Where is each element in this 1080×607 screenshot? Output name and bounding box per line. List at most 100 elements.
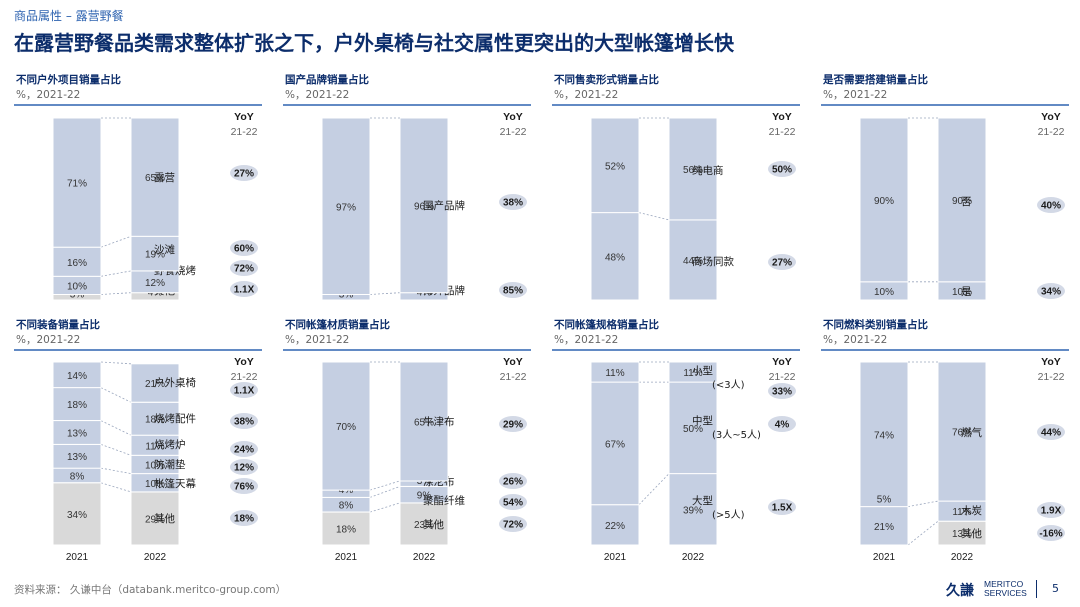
chart8-value-label: 74% — [874, 430, 894, 441]
chart1-value-label: 3% — [70, 290, 85, 301]
chart7-category-label: 小型 — [692, 364, 713, 377]
chart5-bar-2021-4 — [52, 387, 102, 422]
chart5-yoy-value: 1.1X — [234, 386, 255, 397]
chart4-bar-2021-1 — [859, 117, 909, 283]
chart2-value-label: 97% — [336, 202, 356, 213]
chart5-yoy-pill — [230, 413, 258, 429]
chart1-connector — [100, 235, 132, 248]
chart7-yoy-value: 33% — [772, 387, 792, 398]
chart4-yoy-value: 40% — [1041, 201, 1061, 212]
chart2-yoy-pill — [499, 282, 527, 298]
chart3-bar-2022-0 — [668, 219, 718, 301]
chart5-category-label: 烧烤炉 — [154, 438, 186, 451]
chart6-yoy-value: 72% — [503, 520, 523, 531]
chart7-bar-2022-0 — [668, 473, 718, 546]
chart6-value-label: 70% — [336, 422, 356, 433]
chart5-value-label: 14% — [67, 371, 87, 382]
chart8-value-label: 13% — [952, 529, 972, 540]
chart5-title: 不同装备销量占比 — [16, 318, 100, 331]
chart6-value-label: 18% — [336, 525, 356, 536]
chart5-bar-2022-4 — [130, 401, 180, 436]
chart7-category-sub: (<3人) — [712, 379, 745, 391]
chart7-yoy-value: 1.5X — [772, 503, 793, 514]
chart8-category-label: 其他 — [961, 527, 982, 540]
chart2-yoy-range: 21-22 — [500, 126, 527, 138]
chart1-value-label: 10% — [67, 281, 87, 292]
chart5-value-label: 18% — [145, 415, 165, 426]
chart5-category-label: 户外桌椅 — [154, 376, 196, 389]
chart1-yoy-value: 1.1X — [234, 285, 255, 296]
chart5-value-label: 10% — [145, 479, 165, 490]
chart5-value-label: 29% — [145, 515, 165, 526]
chart6-bar-2022-3 — [399, 361, 449, 482]
chart5-yoy-value: 38% — [234, 417, 254, 428]
chart7-yoy-range: 21-22 — [769, 371, 796, 383]
chart5-value-label: 21% — [145, 379, 165, 390]
logo-line-2: SERVICES — [984, 588, 1027, 598]
chart5-yoy-pill — [230, 510, 258, 526]
chart8-yoy-value: 44% — [1041, 428, 1061, 439]
chart7-xtick-label: 2022 — [682, 552, 705, 563]
chart3-value-label: 48% — [605, 252, 625, 263]
chart5-connector — [100, 444, 132, 456]
chart5-xtick-label: 2021 — [66, 552, 89, 563]
chart4-yoy-pill — [1037, 197, 1065, 213]
source-note: 资料来源： 久谦中台（databank.meritco-group.com） — [14, 584, 287, 596]
chart6-yoy-pill — [499, 473, 527, 489]
company-logo: 久謙 — [946, 583, 974, 599]
chart1-value-label: 19% — [145, 250, 165, 261]
chart7-bar-2021-2 — [590, 361, 640, 383]
chart7-bar-2022-1 — [668, 381, 718, 475]
chart1-yoy-pill — [230, 281, 258, 297]
chart8-category-label: 燃气 — [961, 426, 982, 439]
chart2-yoy-header: YoY — [503, 111, 523, 123]
chart4-value-label: 10% — [952, 287, 972, 298]
chart4-value-label: 90% — [952, 196, 972, 207]
chart6-bar-2021-3 — [321, 361, 371, 491]
chart8-yoy-pill — [1037, 525, 1065, 541]
chart1-value-label: 65% — [145, 173, 165, 184]
chart1-yoy-pill — [230, 260, 258, 276]
chart7-category-label: 大型 — [692, 494, 713, 507]
chart4-bar-2022-1 — [937, 117, 987, 283]
chart8-bar-2021-1 — [859, 506, 909, 546]
chart4-yoy-value: 34% — [1041, 287, 1061, 298]
chart8-yoy-header: YoY — [1041, 356, 1061, 368]
chart7-xtick-label: 2021 — [604, 552, 627, 563]
chart5-connector — [100, 387, 132, 403]
chart6-category-label: 聚酯纤维 — [423, 494, 465, 507]
chart1-value-label: 71% — [67, 179, 87, 190]
chart6-yoy-range: 21-22 — [500, 371, 527, 383]
chart2-value-label: 4% — [417, 288, 432, 299]
chart7-yoy-pill — [768, 499, 796, 515]
chart5-value-label: 13% — [67, 429, 87, 440]
chart2-yoy-value: 38% — [503, 198, 523, 209]
chart3-value-label: 56% — [683, 165, 703, 176]
chart1-value-label: 4% — [148, 288, 163, 299]
chart6-value-label: 65% — [414, 418, 434, 429]
chart3-title: 不同售卖形式销量占比 — [554, 73, 659, 86]
chart7-category-label: 中型 — [692, 414, 713, 427]
chart5-value-label: 10% — [145, 461, 165, 472]
chart2-connector — [369, 292, 401, 295]
chart5-yoy-header: YoY — [234, 356, 254, 368]
chart4-yoy-header: YoY — [1041, 111, 1061, 123]
chart3-yoy-value: 27% — [772, 258, 792, 269]
chart5-connector — [100, 361, 132, 365]
chart7-bar-2021-0 — [590, 504, 640, 546]
chart2-yoy-pill — [499, 194, 527, 210]
chart5-connector — [100, 467, 132, 474]
chart1-yoy-value: 27% — [234, 169, 254, 180]
chart5-xtick-label: 2022 — [144, 552, 167, 563]
chart6-title: 不同帐篷材质销量占比 — [285, 318, 390, 331]
chart1-yoy-range: 21-22 — [231, 126, 258, 138]
chart3-bar-2021-0 — [590, 212, 640, 301]
logo-divider — [1036, 580, 1037, 598]
chart4-yoy-range: 21-22 — [1038, 126, 1065, 138]
chart5-value-label: 11% — [145, 441, 164, 452]
chart5-bar-2022-0 — [130, 491, 180, 546]
chart5-unit: %，2021-22 — [16, 334, 80, 346]
chart7-category-sub: (>5人) — [712, 509, 745, 521]
chart3-unit: %，2021-22 — [554, 89, 618, 101]
